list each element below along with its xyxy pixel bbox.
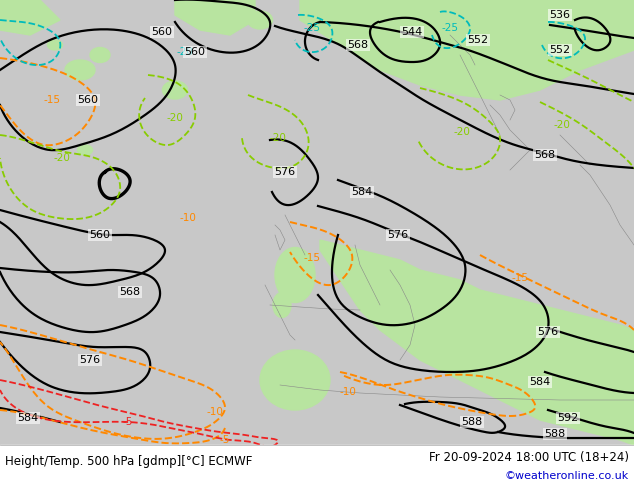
Text: -10: -10 [179, 213, 197, 223]
Text: 584: 584 [17, 413, 39, 423]
Text: -20: -20 [553, 120, 571, 130]
Text: 560: 560 [184, 47, 205, 57]
Text: 576: 576 [275, 167, 295, 177]
Text: -25: -25 [304, 23, 321, 33]
Bar [0, 445, 634, 490]
Text: -20: -20 [269, 133, 287, 143]
Text: 576: 576 [79, 355, 101, 365]
Ellipse shape [77, 145, 93, 155]
Text: -15: -15 [512, 273, 529, 283]
Text: Fr 20-09-2024 18:00 UTC (18+24): Fr 20-09-2024 18:00 UTC (18+24) [429, 451, 629, 465]
Text: ©weatheronline.co.uk: ©weatheronline.co.uk [505, 471, 629, 481]
Text: 568: 568 [534, 150, 555, 160]
Ellipse shape [247, 11, 273, 29]
Text: 552: 552 [467, 35, 489, 45]
Text: 584: 584 [529, 377, 550, 387]
Text: -20: -20 [167, 113, 183, 123]
Ellipse shape [90, 48, 110, 63]
Ellipse shape [162, 81, 188, 99]
Text: 568: 568 [119, 287, 141, 297]
Text: -10: -10 [340, 387, 356, 397]
Polygon shape [175, 0, 255, 35]
Text: 568: 568 [347, 40, 368, 50]
Text: 560: 560 [77, 95, 98, 105]
Text: -15: -15 [304, 253, 321, 263]
Text: -20: -20 [453, 127, 470, 137]
Ellipse shape [275, 247, 315, 302]
Text: 588: 588 [545, 429, 566, 439]
Text: -5: -5 [123, 417, 133, 427]
Ellipse shape [390, 24, 410, 36]
Polygon shape [0, 0, 60, 35]
Text: 560: 560 [152, 27, 172, 37]
Text: 592: 592 [557, 413, 579, 423]
Text: -25: -25 [441, 23, 458, 33]
Text: 584: 584 [351, 187, 373, 197]
Text: 576: 576 [538, 327, 559, 337]
Text: -5: -5 [220, 435, 230, 445]
Text: -20: -20 [53, 153, 70, 163]
Text: 576: 576 [387, 230, 408, 240]
Text: -15: -15 [44, 95, 60, 105]
Text: -10: -10 [207, 407, 223, 417]
Text: 552: 552 [550, 45, 571, 55]
Ellipse shape [65, 60, 95, 80]
Polygon shape [300, 0, 634, 100]
Text: -20: -20 [176, 47, 193, 57]
Ellipse shape [273, 293, 291, 318]
Text: 544: 544 [401, 27, 423, 37]
Text: 560: 560 [89, 230, 110, 240]
Text: 536: 536 [550, 10, 571, 20]
Polygon shape [320, 240, 634, 445]
Text: 588: 588 [462, 417, 482, 427]
Ellipse shape [260, 350, 330, 410]
Ellipse shape [48, 40, 63, 50]
Text: Height/Temp. 500 hPa [gdmp][°C] ECMWF: Height/Temp. 500 hPa [gdmp][°C] ECMWF [5, 456, 252, 468]
